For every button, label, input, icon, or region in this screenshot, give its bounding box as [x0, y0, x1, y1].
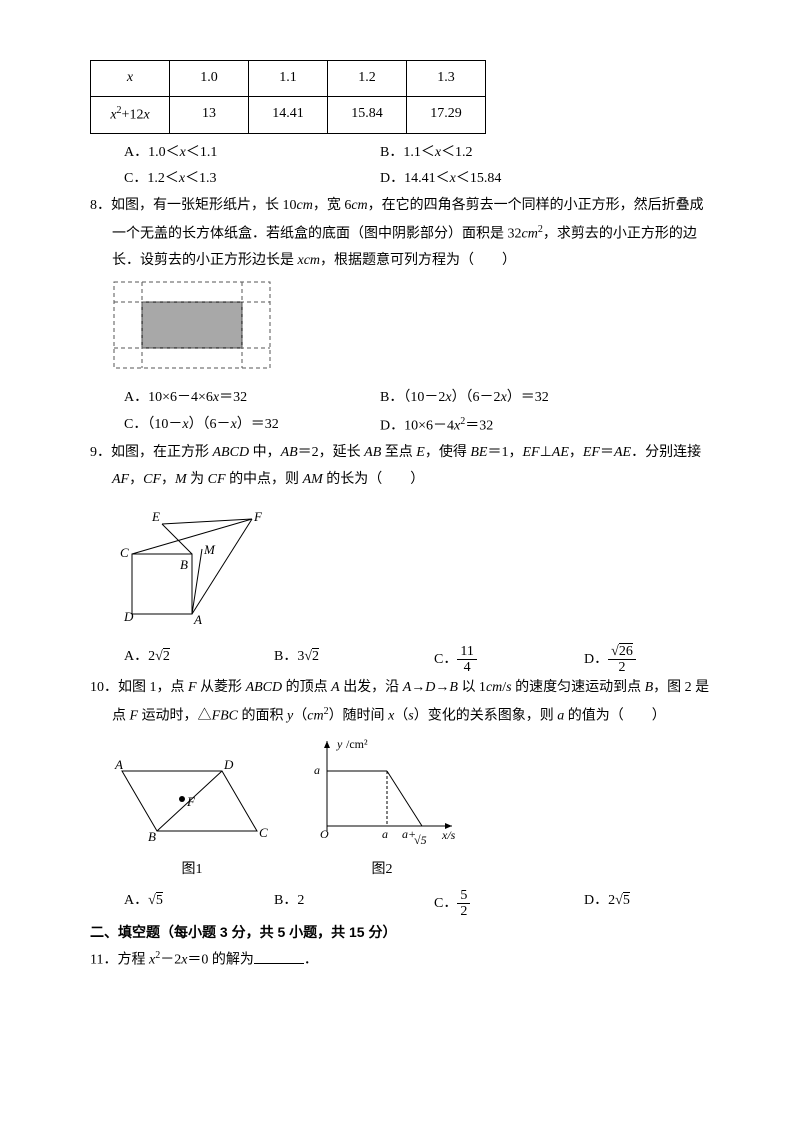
table-row: x2+12x 13 14.41 15.84 17.29 [91, 96, 486, 133]
svg-text:x/s: x/s [441, 828, 456, 842]
q8-opt-c: C．（10－x）（6－x）＝32 [90, 412, 380, 440]
r2-label: x2+12x [91, 96, 170, 133]
q10-fig1: A D C B F 图1 [112, 751, 272, 883]
q10-figure: A D C B F 图1 y/cm² x/s a O a a+ √5 图2 [112, 736, 710, 883]
q8-opt-a: A．10×6－4×6x＝32 [90, 385, 380, 412]
svg-text:C: C [120, 545, 129, 560]
q8-options-row2: C．（10－x）（6－x）＝32 D．10×6－4x2＝32 [90, 412, 710, 440]
svg-text:√5: √5 [414, 833, 427, 846]
q7-table: x 1.0 1.1 1.2 1.3 x2+12x 13 14.41 15.84 … [90, 60, 486, 134]
q9-figure: D A B C E F M [112, 499, 710, 640]
q9-opt-c: C．114 [434, 644, 584, 676]
svg-text:A: A [114, 757, 123, 772]
q8-opt-b: B．（10－2x）（6－2x）＝32 [380, 385, 549, 412]
q11-blank[interactable] [254, 949, 304, 964]
svg-text:C: C [259, 825, 268, 840]
r2-c3: 15.84 [328, 96, 407, 133]
svg-text:/cm²: /cm² [346, 737, 368, 751]
th-c3: 1.2 [328, 61, 407, 97]
svg-text:D: D [123, 609, 134, 624]
q9-opt-d: D．√262 [584, 644, 636, 676]
q9-opt-a: A．2√2 [124, 644, 274, 676]
q10-opt-d: D．2√5 [584, 888, 630, 920]
q7-options-row1: A．1.0＜x＜1.1 B．1.1＜x＜1.2 [90, 140, 710, 167]
svg-text:M: M [203, 542, 216, 557]
q10-opt-c: C．52 [434, 888, 584, 920]
q10-opt-a: A．√5 [124, 888, 274, 920]
q7-opt-c: C．1.2＜x＜1.3 [90, 166, 380, 193]
r2-c4: 17.29 [407, 96, 486, 133]
q8-options-row1: A．10×6－4×6x＝32 B．（10－2x）（6－2x）＝32 [90, 385, 710, 412]
q8-num: 8． [90, 198, 111, 213]
svg-text:y: y [336, 737, 343, 751]
q9-options: A．2√2 B．3√2 C．114 D．√262 [90, 644, 710, 676]
svg-text:O: O [320, 827, 329, 841]
svg-text:B: B [148, 829, 156, 844]
svg-text:E: E [151, 509, 160, 524]
fig1-label: 图1 [112, 857, 272, 884]
q8-figure [112, 280, 710, 381]
table-row: x 1.0 1.1 1.2 1.3 [91, 61, 486, 97]
th-c4: 1.3 [407, 61, 486, 97]
svg-text:B: B [180, 557, 188, 572]
svg-text:A: A [193, 612, 202, 627]
q9-num: 9． [90, 445, 111, 460]
q11-num: 11． [90, 953, 117, 968]
fig2-label: 图2 [302, 857, 462, 884]
q10-options: A．√5 B．2 C．52 D．2√5 [90, 888, 710, 920]
q8-opt-d: D．10×6－4x2＝32 [380, 412, 493, 440]
q11-text: 11．方程 x2－2x＝0 的解为． [90, 946, 710, 974]
svg-text:a: a [314, 763, 320, 777]
th-x: x [91, 61, 170, 97]
q10-opt-b: B．2 [274, 888, 434, 920]
svg-text:F: F [186, 794, 196, 809]
r2-c1: 13 [170, 96, 249, 133]
q10-text: 10．如图 1，点 F 从菱形 ABCD 的顶点 A 出发，沿 A→D→B 以 … [90, 675, 710, 730]
q9-text: 9．如图，在正方形 ABCD 中，AB＝2，延长 AB 至点 E，使得 BE＝1… [90, 440, 710, 493]
q7-opt-d: D．14.41＜x＜15.84 [380, 166, 501, 193]
q9-opt-b: B．3√2 [274, 644, 434, 676]
svg-text:a: a [382, 827, 388, 841]
q7-opt-a: A．1.0＜x＜1.1 [90, 140, 380, 167]
q7-opt-b: B．1.1＜x＜1.2 [380, 140, 473, 167]
svg-text:D: D [223, 757, 234, 772]
r2-c2: 14.41 [249, 96, 328, 133]
th-c2: 1.1 [249, 61, 328, 97]
q10-fig2: y/cm² x/s a O a a+ √5 图2 [302, 736, 462, 883]
q8-text: 8．如图，有一张矩形纸片，长 10cm，宽 6cm，在它的四角各剪去一个同样的小… [90, 193, 710, 274]
q7-options-row2: C．1.2＜x＜1.3 D．14.41＜x＜15.84 [90, 166, 710, 193]
svg-text:F: F [253, 509, 263, 524]
q10-num: 10． [90, 680, 118, 695]
section-2-heading: 二、填空题（每小题 3 分，共 5 小题，共 15 分） [90, 919, 710, 946]
th-c1: 1.0 [170, 61, 249, 97]
